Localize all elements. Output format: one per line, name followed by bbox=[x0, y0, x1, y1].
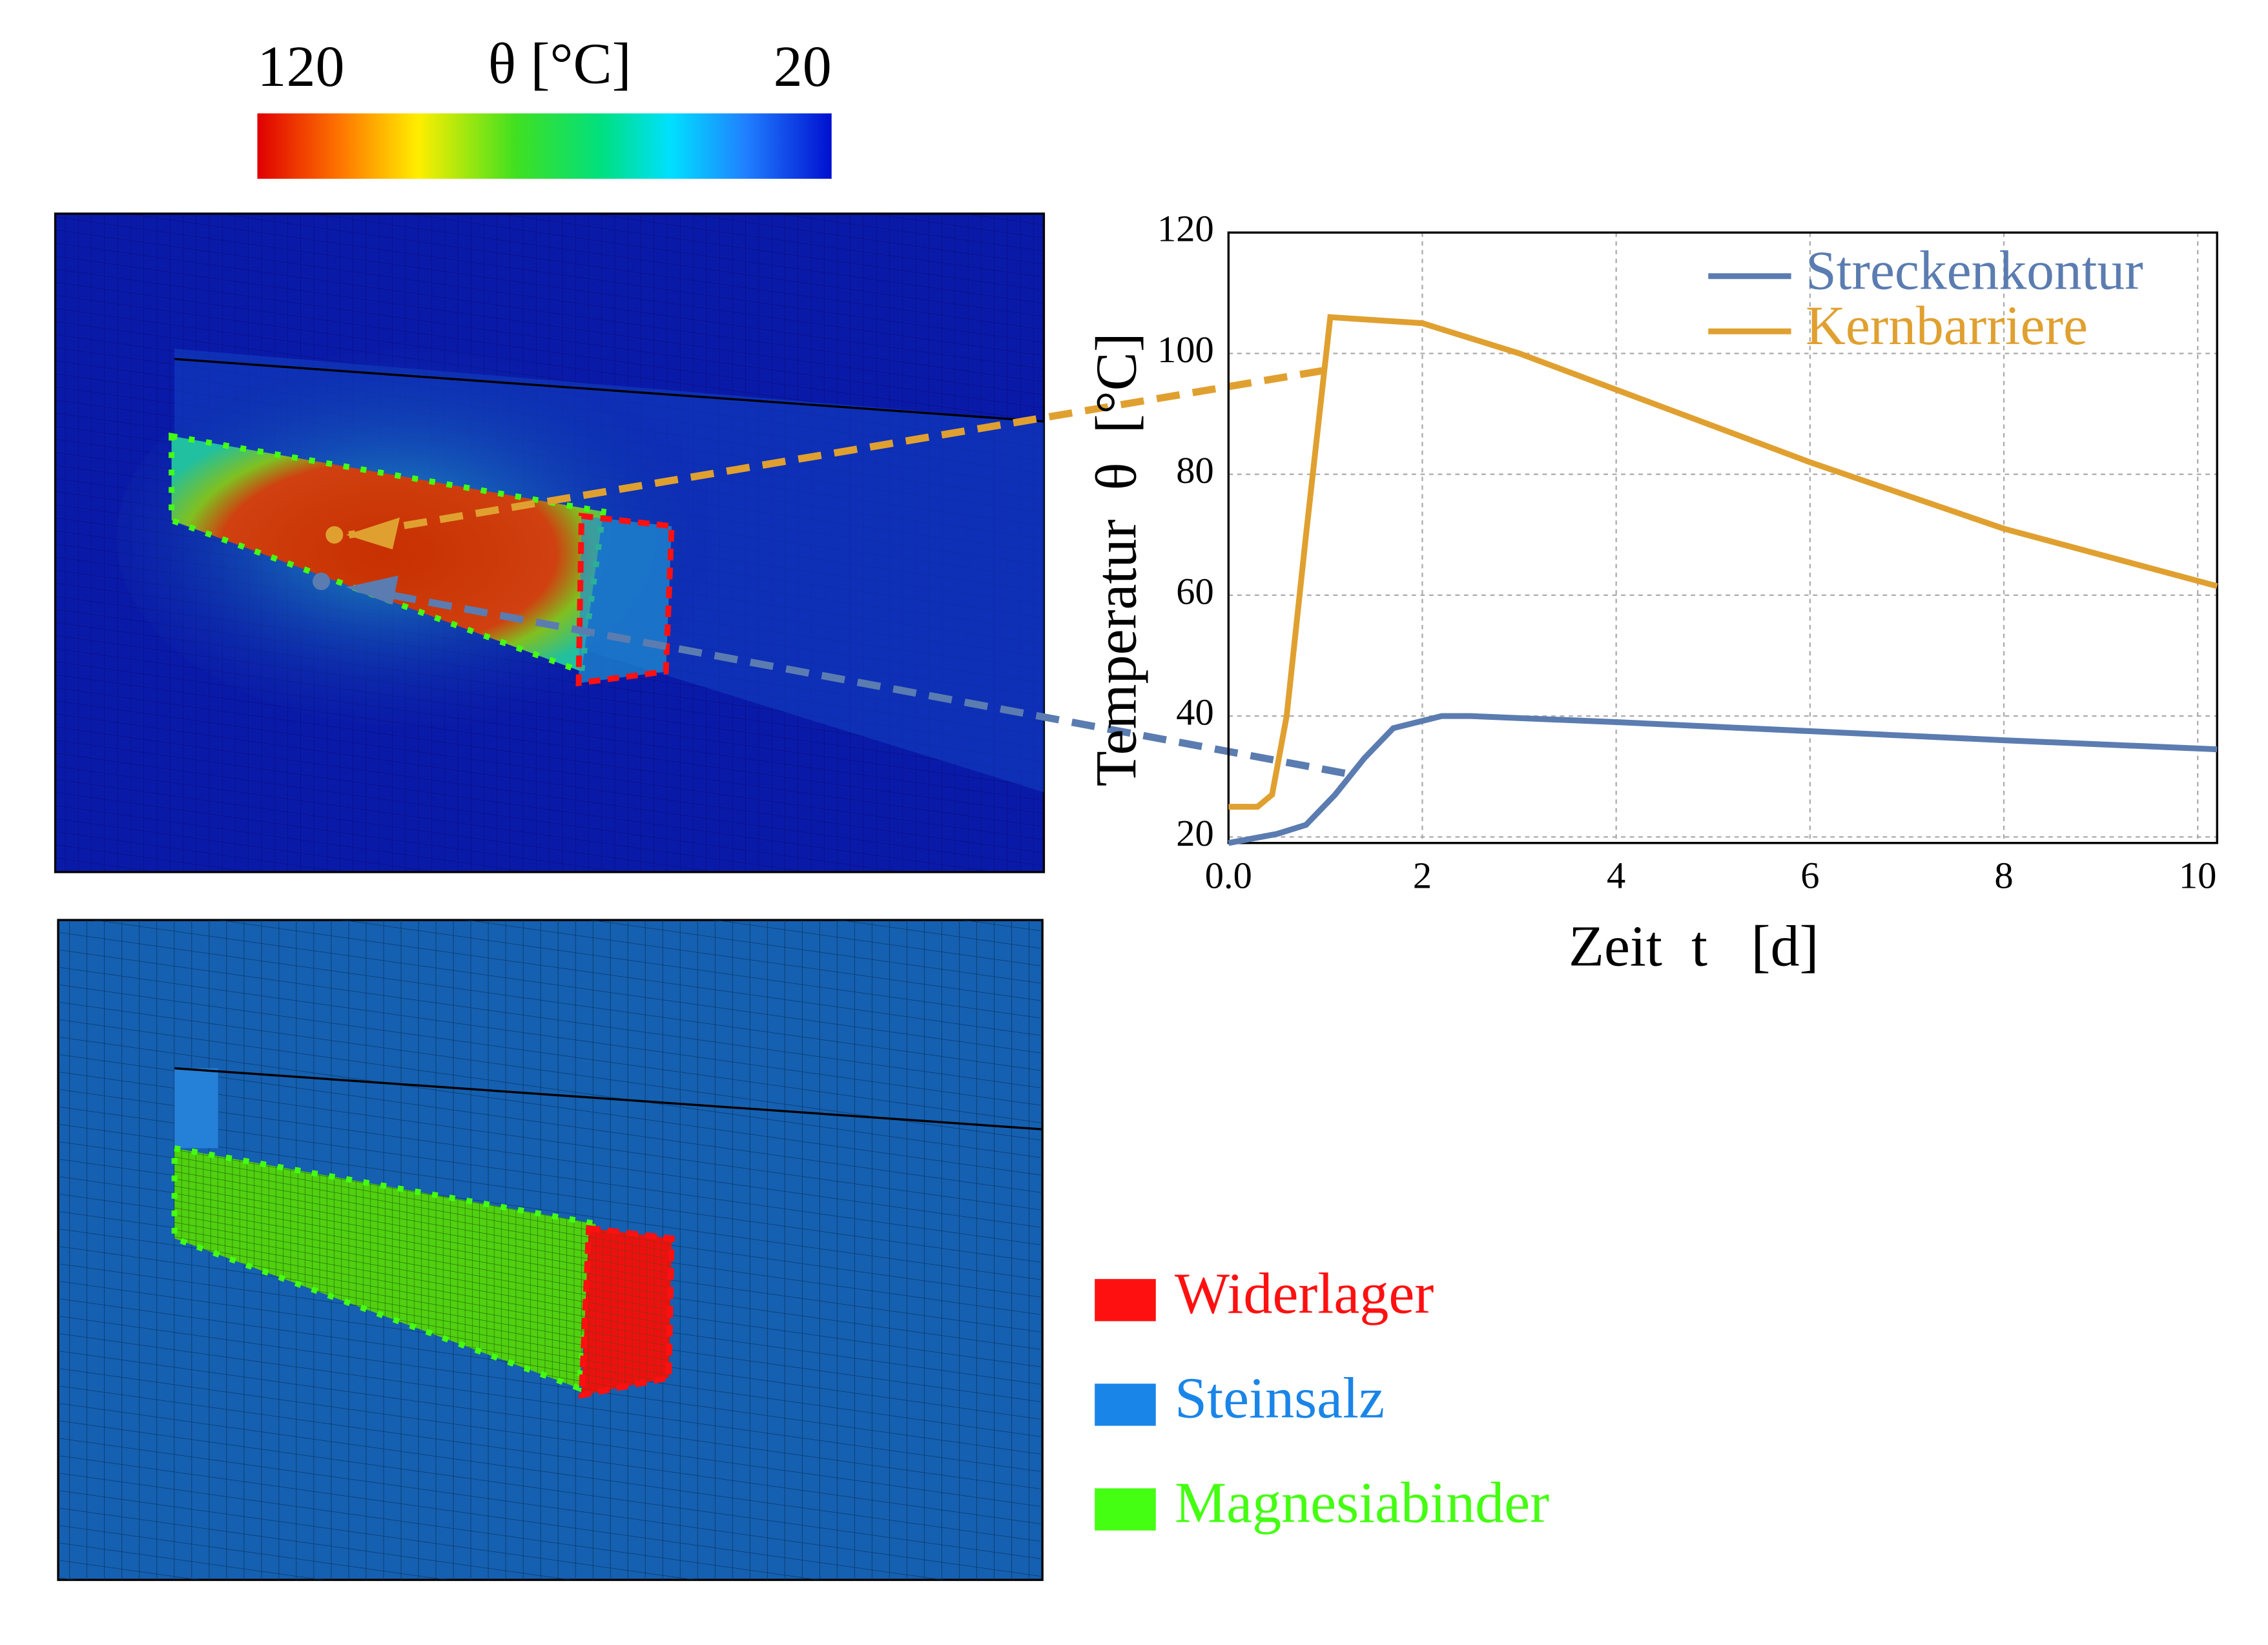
line-chart: 0.0 2 4 6 8 10 20 40 60 80 100 120 Zeit t [d] Tempera… bbox=[1085, 208, 2218, 978]
y-axis-label: Temperatur θ [°C] bbox=[1085, 332, 1149, 786]
colorbar-label: θ [°C] bbox=[488, 32, 632, 96]
x-tick-label: 2 bbox=[1413, 854, 1432, 896]
y-tick-label: 120 bbox=[1157, 208, 1214, 250]
x-tick-label: 10 bbox=[2179, 854, 2217, 896]
x-tick-label: 4 bbox=[1607, 854, 1625, 896]
x-tick-label: 0.0 bbox=[1205, 854, 1252, 896]
colorbar bbox=[257, 113, 832, 179]
material-legend: Widerlager Steinsalz Magnesiabinder bbox=[1095, 1262, 1549, 1535]
line bbox=[1228, 314, 2218, 810]
y-tick-label: 40 bbox=[1176, 691, 1214, 733]
legend-swatch bbox=[1095, 1279, 1156, 1322]
legend-swatch bbox=[1095, 1384, 1156, 1426]
legend-label: Steinsalz bbox=[1175, 1366, 1385, 1430]
y-tick-label: 100 bbox=[1157, 329, 1214, 371]
legend-label: Kernbarriere bbox=[1806, 295, 2088, 356]
y-tick-label: 80 bbox=[1176, 449, 1214, 491]
x-tick-label: 8 bbox=[1994, 854, 2013, 896]
x-tick-label: 6 bbox=[1800, 854, 1819, 896]
colorbar-min: 20 bbox=[774, 35, 832, 99]
line bbox=[1228, 713, 2218, 846]
legend-label: Widerlager bbox=[1175, 1262, 1434, 1325]
material-model bbox=[57, 919, 1044, 1581]
y-tick-label: 60 bbox=[1176, 570, 1214, 612]
plot-frame bbox=[1227, 231, 2218, 844]
legend-label: Streckenkontur bbox=[1806, 240, 2143, 301]
legend-swatch bbox=[1095, 1488, 1156, 1531]
temperature-field bbox=[54, 212, 1346, 874]
y-tick-label: 20 bbox=[1176, 812, 1214, 854]
legend-label: Magnesiabinder bbox=[1175, 1471, 1549, 1535]
x-axis-label: Zeit t [d] bbox=[1569, 914, 1819, 978]
colorbar-max: 120 bbox=[257, 35, 344, 99]
